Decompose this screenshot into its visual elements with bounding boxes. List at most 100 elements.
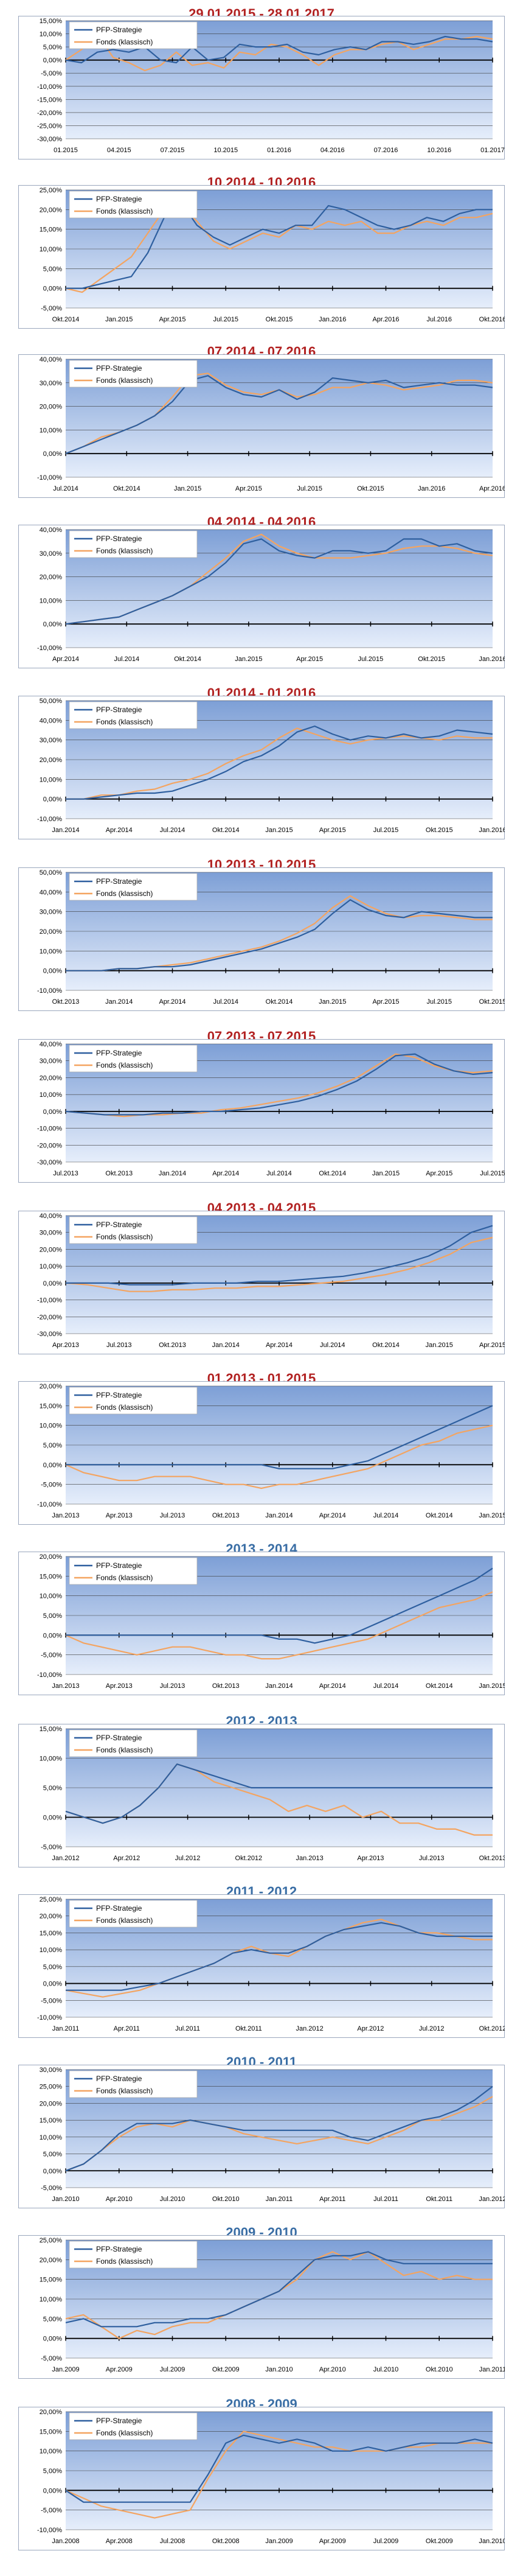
y-tick-label: 20,00% [40, 2256, 63, 2264]
legend-label: PFP-Strategie [96, 2417, 142, 2425]
x-tick-label: Jan.2014 [265, 1682, 293, 1690]
legend-label: Fonds (klassisch) [96, 1573, 153, 1582]
y-tick-label: 15,00% [40, 1726, 63, 1733]
chart-panel: 07.2013 - 07.2015 40,00% 30,00% 20,00% 10,00… [0, 1029, 523, 1185]
x-tick-label: Jul.2012 [175, 1855, 201, 1862]
x-tick-label: Jan.2011 [479, 2366, 505, 2373]
legend-label: Fonds (klassisch) [96, 547, 153, 555]
y-tick-label: 20,00% [40, 206, 63, 214]
legend-label: Fonds (klassisch) [96, 1403, 153, 1412]
legend-label: PFP-Strategie [96, 1561, 142, 1570]
y-tick-label: 10,00% [40, 1423, 63, 1430]
y-tick-label: 10,00% [40, 246, 63, 253]
x-tick-label: Jul.2013 [160, 1512, 185, 1519]
y-tick-label: 15,00% [40, 1573, 63, 1580]
legend [69, 1557, 198, 1585]
x-tick-label: Apr.2011 [114, 2025, 140, 2032]
chart-panel: 2008 - 2009 20,00% 15,00% 10,00% 5,00% 0,00% -… [0, 2396, 523, 2553]
x-tick-label: Jan.2013 [296, 1855, 324, 1862]
y-tick-label: 25,00% [40, 2084, 63, 2091]
y-tick-label: 20,00% [40, 928, 63, 936]
x-tick-label: Okt.2012 [479, 2025, 505, 2032]
x-tick-label: Apr.2015 [372, 998, 399, 1006]
series-line-pfp-strategie [65, 2251, 493, 2328]
x-tick-label: Okt.2014 [426, 1512, 453, 1519]
legend-label: PFP-Strategie [96, 364, 142, 373]
y-tick-label: 0,00% [43, 1981, 62, 1988]
y-tick-label: 5,00% [43, 265, 62, 273]
y-tick-label: 0,00% [43, 1108, 62, 1116]
x-tick-label: Apr.2009 [319, 2538, 346, 2545]
x-tick-label: Jan.2010 [479, 2538, 505, 2545]
x-tick-label: Okt.2011 [235, 2025, 262, 2032]
y-tick-label: 10,00% [40, 776, 63, 783]
x-tick-label: Apr.2014 [212, 1170, 239, 1177]
x-tick-label: Okt.2014 [372, 1342, 400, 1349]
x-tick-label: Jul.2016 [426, 316, 452, 323]
x-tick-label: Jan.2013 [52, 1682, 79, 1690]
chart-panel: 04.2014 - 04.2016 40,00% 30,00% 20,00% 10,00… [0, 514, 523, 671]
y-tick-label: 5,00% [43, 44, 62, 51]
x-tick-label: Jan.2016 [479, 656, 505, 663]
x-tick-label: Jul.2014 [320, 1342, 345, 1349]
series-line-pfp-strategie [65, 375, 493, 455]
x-tick-label: Jan.2015 [174, 485, 201, 492]
x-tick-label: Jul.2010 [160, 2196, 185, 2203]
legend [69, 360, 198, 388]
y-tick-label: 15,00% [40, 2117, 63, 2124]
chart-svg: 50,00% 40,00% 30,00% 20,00% 10,00% 0,00% -10,0… [18, 867, 505, 1011]
x-tick-label: Apr.2016 [479, 485, 505, 492]
chart-svg: 30,00% 25,00% 20,00% 15,00% 10,00% 5,00% 0,00%… [18, 2065, 505, 2208]
legend-label: Fonds (klassisch) [96, 2257, 153, 2266]
x-tick-label: 01.2015 [54, 147, 78, 154]
y-tick-label: 5,00% [43, 2151, 62, 2158]
y-tick-label: 20,00% [40, 1383, 63, 1390]
x-tick-label: Apr.2009 [106, 2366, 133, 2373]
legend-label: PFP-Strategie [96, 195, 142, 203]
y-tick-label: -30,00% [37, 1331, 62, 1338]
x-tick-label: Jan.2016 [319, 316, 346, 323]
y-tick-label: 20,00% [40, 2100, 63, 2107]
chart-svg: 15,00% 10,00% 5,00% 0,00% -5,00% -10,00% -15,0… [18, 16, 505, 159]
y-tick-label: 20,00% [40, 1246, 63, 1253]
x-tick-label: Okt.2013 [105, 1170, 133, 1177]
y-tick-label: -30,00% [37, 136, 62, 143]
x-tick-label: Jul.2014 [373, 1682, 399, 1690]
y-tick-label: 10,00% [40, 1263, 63, 1270]
chart-svg: 25,00% 20,00% 15,00% 10,00% 5,00% 0,00% -5,00%… [18, 2235, 505, 2379]
x-tick-label: Okt.2014 [113, 485, 140, 492]
series-line-fonds-klassisch [65, 205, 493, 293]
x-tick-label: Okt.2014 [174, 656, 201, 663]
y-tick-label: 0,00% [43, 450, 62, 458]
x-tick-label: Jul.2015 [213, 316, 238, 323]
chart-panel: 01.2014 - 01.2016 50,00% 40,00% 30,00% 20,00… [0, 685, 523, 842]
y-tick-label: 20,00% [40, 1553, 63, 1561]
x-tick-label: Jan.2009 [52, 2366, 79, 2373]
y-tick-label: 40,00% [40, 1041, 63, 1048]
x-tick-label: Jan.2009 [265, 2538, 293, 2545]
series-line-pfp-strategie [66, 1567, 493, 1644]
y-tick-label: -10,00% [37, 474, 62, 481]
chart-panel: 07.2014 - 07.2016 40,00% 30,00% 20,00% 10,00… [0, 344, 523, 500]
y-tick-label: 5,00% [43, 2468, 62, 2475]
x-tick-label: Okt.2008 [212, 2538, 240, 2545]
x-tick-label: Apr.2015 [235, 485, 262, 492]
x-tick-label: Jan.2015 [479, 1512, 505, 1519]
x-tick-label: Okt.2015 [479, 998, 505, 1006]
series-line-pfp-strategie [65, 2434, 493, 2503]
legend-label: PFP-Strategie [96, 1904, 142, 1913]
legend-label: Fonds (klassisch) [96, 1233, 153, 1241]
y-tick-label: 0,00% [43, 1461, 62, 1469]
x-tick-label: Apr.2012 [357, 2025, 384, 2032]
chart-svg: 15,00% 10,00% 5,00% 0,00% -5,00% Jan.2012 Apr.… [18, 1724, 505, 1867]
x-tick-label: Jul.2013 [160, 1682, 185, 1690]
chart-svg: 20,00% 15,00% 10,00% 5,00% 0,00% -5,00% -10,00… [18, 1381, 505, 1525]
x-tick-label: Okt.2010 [212, 2196, 240, 2203]
chart-panel: 2010 - 2011 30,00% 25,00% 20,00% 15,00% 10,00… [0, 2054, 523, 2211]
x-tick-label: Apr.2013 [106, 1512, 133, 1519]
x-tick-label: Okt.2015 [266, 316, 293, 323]
y-tick-label: -10,00% [37, 1671, 62, 1679]
series-line-pfp-strategie [66, 201, 493, 289]
y-tick-label: -5,00% [41, 2507, 62, 2515]
y-tick-label: 0,00% [43, 968, 62, 975]
